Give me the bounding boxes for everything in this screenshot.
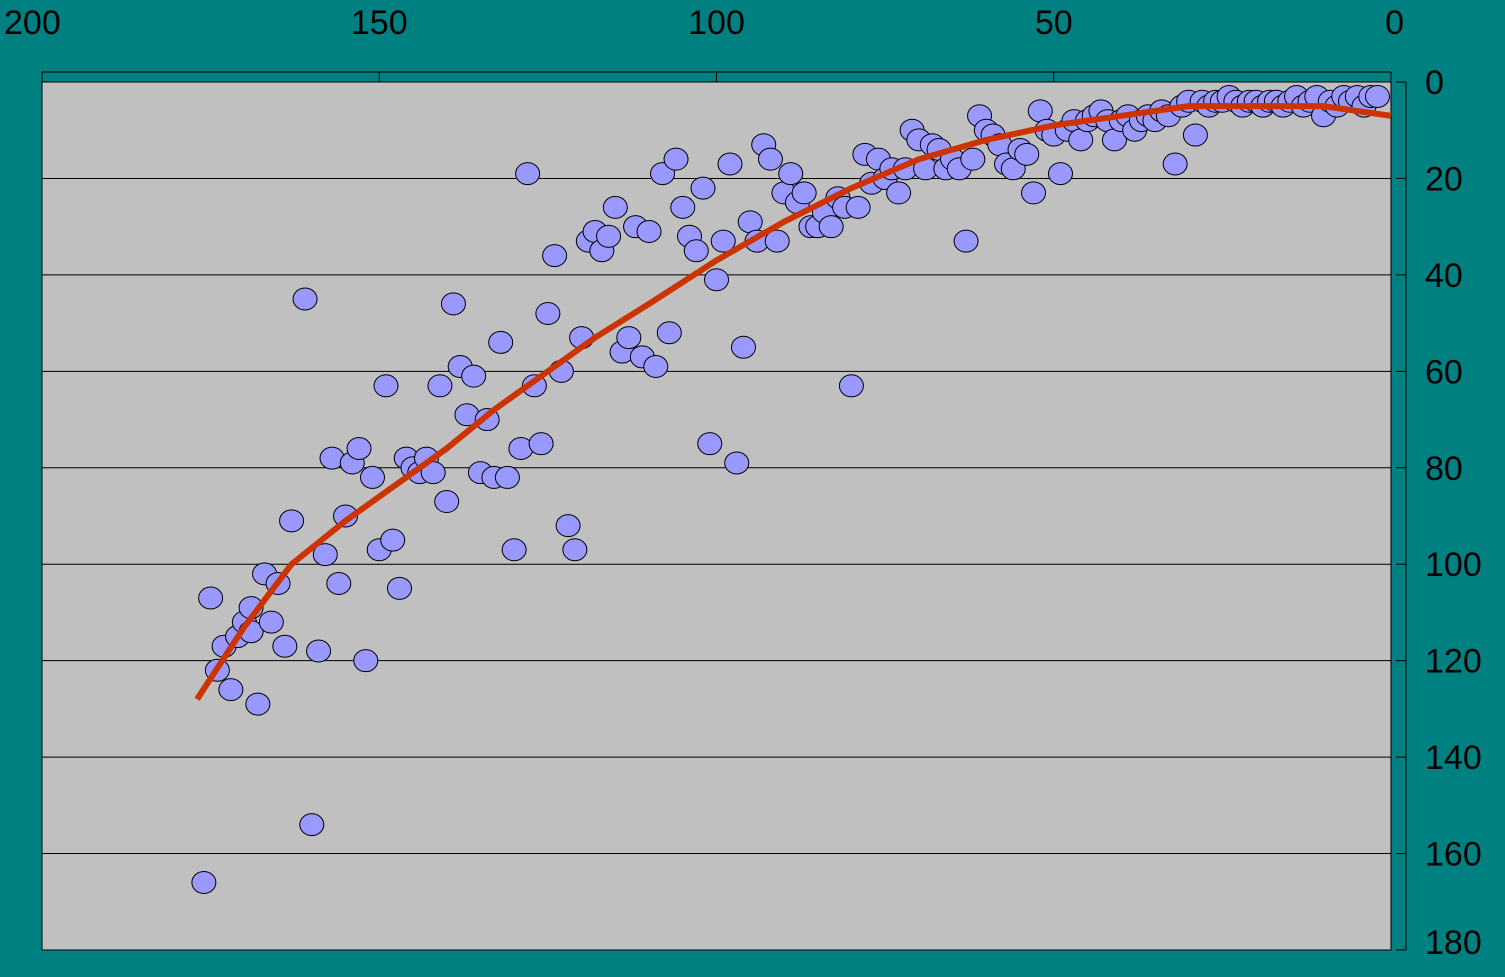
- scatter-point: [886, 181, 912, 205]
- scatter-point: [440, 292, 466, 316]
- scatter-point: [562, 538, 588, 562]
- scatter-point: [663, 147, 689, 171]
- scatter-point: [245, 692, 271, 716]
- scatter-point: [1021, 181, 1047, 205]
- scatter-point: [555, 514, 581, 538]
- scatter-point: [535, 301, 561, 325]
- scatter-point: [818, 215, 844, 239]
- scatter-point: [373, 374, 399, 398]
- scatter-point: [1047, 162, 1073, 186]
- scatter-point: [1162, 152, 1188, 176]
- scatter-point: [717, 152, 743, 176]
- scatter-point: [690, 176, 716, 200]
- scatter-point: [380, 528, 406, 552]
- scatter-point: [292, 287, 318, 311]
- scatter-point: [656, 321, 682, 345]
- scatter-point: [515, 162, 541, 186]
- scatter-point: [643, 355, 669, 379]
- scatter-point: [1068, 128, 1094, 152]
- scatter-point: [697, 432, 723, 456]
- scatter-point: [353, 649, 379, 673]
- scatter-point: [542, 244, 568, 268]
- scatter-point: [488, 330, 514, 354]
- scatter-point: [704, 268, 729, 292]
- x-tick-label: 100: [688, 4, 745, 42]
- scatter-point: [299, 813, 325, 837]
- x-tick-label: 200: [4, 4, 61, 42]
- y-tick-label: 140: [1425, 739, 1482, 777]
- scatter-point: [1014, 142, 1040, 166]
- scatter-point: [346, 436, 372, 460]
- scatter-point: [1027, 99, 1053, 123]
- scatter-point: [953, 229, 979, 253]
- scatter-point: [683, 239, 709, 263]
- plot-area: [41, 81, 1392, 951]
- trendline: [194, 103, 1392, 701]
- y-tick-label: 120: [1425, 643, 1482, 681]
- scatter-point: [326, 572, 352, 596]
- scatter-point: [602, 195, 628, 219]
- scatter-point: [501, 538, 527, 562]
- y-tick-label: 40: [1425, 257, 1463, 295]
- scatter-point: [960, 147, 986, 171]
- scatter-point: [333, 504, 359, 528]
- y-tick-label: 180: [1425, 924, 1482, 962]
- y-tick-label: 0: [1425, 64, 1444, 102]
- x-tick-label: 150: [351, 4, 408, 42]
- scatter-point: [730, 335, 756, 359]
- scatter-point: [494, 465, 520, 489]
- scatter-point: [279, 509, 305, 533]
- scatter-point: [1365, 84, 1391, 108]
- scatter-point: [312, 543, 338, 567]
- scatter-point: [764, 229, 790, 253]
- scatter-point: [198, 586, 224, 610]
- scatter-point: [737, 210, 763, 234]
- scatter-point: [427, 374, 453, 398]
- y-tick-label: 80: [1425, 450, 1463, 488]
- scatter-point: [596, 224, 622, 248]
- scatter-point: [616, 326, 642, 350]
- scatter-point: [636, 219, 662, 243]
- scatter-point: [386, 576, 412, 600]
- scatter-point: [670, 195, 696, 219]
- scatter-point: [528, 432, 554, 456]
- y-tick-label: 160: [1425, 836, 1482, 874]
- scatter-point: [710, 229, 736, 253]
- scatter-point: [1182, 123, 1208, 147]
- scatter-point: [306, 639, 332, 663]
- scatter-point: [434, 490, 460, 514]
- scatter-point: [778, 162, 804, 186]
- scatter-point: [845, 195, 871, 219]
- trendline-layer: [194, 103, 1392, 701]
- y-tick-label: 60: [1425, 353, 1463, 391]
- axes: 200 150 100 50 00 20 40 60 80 100 120 140 160 180: [4, 4, 1482, 962]
- scatter-point: [757, 147, 783, 171]
- scatter-point: [360, 465, 386, 489]
- scatter-point: [791, 181, 817, 205]
- scatter-point: [724, 451, 750, 475]
- scatter-point: [461, 364, 487, 388]
- scatter-point: [258, 610, 284, 634]
- x-tick-label: 50: [1035, 4, 1073, 42]
- y-tick-label: 20: [1425, 160, 1463, 198]
- x-tick-label: 0: [1385, 4, 1404, 42]
- scatter-point: [191, 870, 217, 894]
- y-tick-label: 100: [1425, 546, 1482, 584]
- scatter-point: [272, 634, 298, 658]
- scatter-point: [218, 678, 244, 702]
- scatter-point: [838, 374, 864, 398]
